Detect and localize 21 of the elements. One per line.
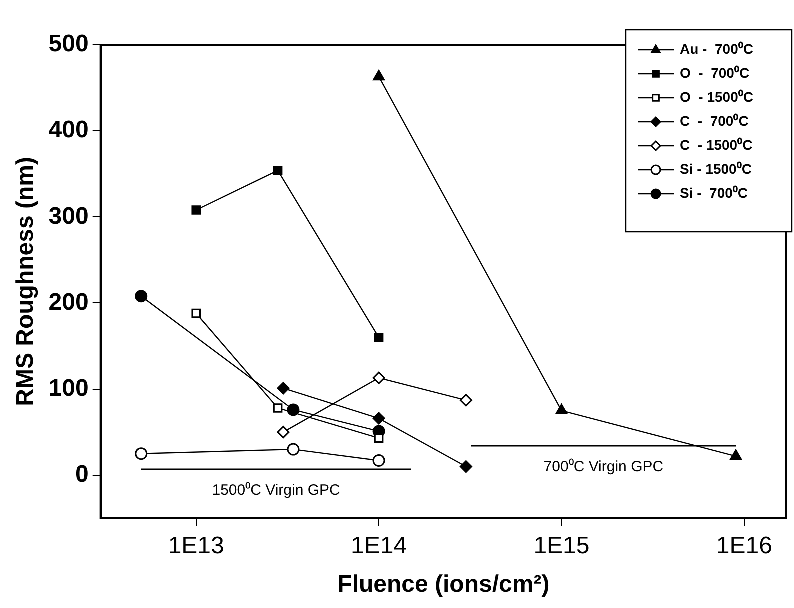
x-tick-label: 1E14 xyxy=(351,532,408,560)
y-tick-label: 300 xyxy=(48,202,89,230)
x-tick-label: 1E13 xyxy=(168,532,224,560)
x-tick-label: 1E15 xyxy=(534,532,590,560)
series-label: 700⁰C Virgin GPC xyxy=(544,458,664,476)
legend-label: Au - 700⁰C xyxy=(680,40,754,57)
y-tick-label: 0 xyxy=(75,460,89,488)
legend-label: Si - 700⁰C xyxy=(680,184,748,201)
legend-label: C - 1500⁰C xyxy=(680,136,753,153)
legend-label: O - 700⁰C xyxy=(680,64,750,81)
series-label: 1500⁰C Virgin GPC xyxy=(212,482,341,499)
y-tick-label: 400 xyxy=(48,116,89,144)
y-tick-label: 200 xyxy=(48,288,89,316)
x-tick-label: 1E16 xyxy=(716,532,772,560)
legend-label: C - 700⁰C xyxy=(680,112,749,129)
y-tick-label: 500 xyxy=(48,30,89,58)
y-axis-title: RMS Roughness (nm) xyxy=(12,157,40,406)
legend-label: O - 1500⁰C xyxy=(680,88,754,105)
x-axis-title: Fluence (ions/cm²) xyxy=(338,571,550,598)
y-tick-label: 100 xyxy=(48,374,89,402)
legend-label: Si - 1500⁰C xyxy=(680,160,752,177)
